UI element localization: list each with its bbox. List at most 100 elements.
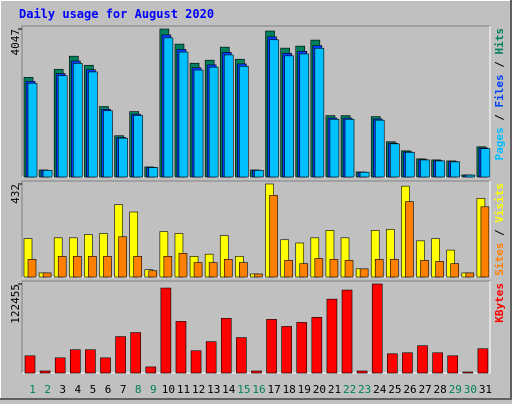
x-tick-label: 29	[449, 383, 462, 396]
y-tick-label: 4047	[9, 29, 22, 56]
legend-separator: /	[493, 223, 506, 243]
bar	[432, 352, 443, 374]
bar	[417, 345, 428, 374]
bar	[178, 51, 189, 178]
x-tick-label: 6	[105, 383, 112, 396]
bar	[239, 65, 249, 178]
bar	[88, 256, 97, 278]
bar	[299, 263, 309, 278]
bar	[118, 236, 127, 278]
bar	[254, 273, 263, 278]
bar	[405, 152, 415, 178]
x-tick-label: 1	[29, 383, 36, 396]
bar	[387, 353, 398, 374]
y-tick-label: 432	[9, 184, 22, 204]
bar	[480, 148, 491, 178]
bar	[344, 260, 354, 278]
x-tick-label: 3	[59, 383, 66, 396]
x-tick-label: 26	[403, 383, 416, 396]
x-tick-label: 5	[90, 383, 97, 396]
bar	[371, 283, 383, 374]
x-tick-label: 13	[207, 383, 220, 396]
bar	[175, 321, 187, 374]
bar	[374, 119, 385, 178]
bar	[42, 170, 53, 178]
y-tick-label: 122455	[9, 284, 22, 324]
bar	[27, 259, 37, 278]
bar	[420, 260, 429, 278]
bar	[72, 256, 82, 278]
bar	[447, 355, 459, 374]
x-tick-label: 22	[343, 383, 356, 396]
legend: KBytes	[493, 283, 506, 323]
bar	[251, 370, 262, 374]
legend-entry: Hits	[493, 28, 506, 55]
bar	[356, 370, 368, 374]
bar	[57, 75, 68, 178]
bar	[208, 66, 219, 178]
bar	[118, 137, 128, 178]
bar	[205, 341, 217, 374]
bar	[69, 349, 81, 374]
x-tick-label: 4	[75, 383, 82, 396]
bar	[223, 54, 234, 178]
bar	[281, 326, 292, 374]
x-tick-label: 2	[44, 383, 51, 396]
bar	[130, 332, 141, 374]
bar	[254, 170, 264, 178]
bar	[450, 263, 460, 278]
bar	[148, 270, 158, 278]
legend-separator: /	[493, 55, 506, 75]
bar	[103, 256, 112, 278]
bar	[163, 256, 173, 278]
legend-entry: Pages	[493, 127, 506, 160]
bar	[435, 261, 444, 278]
bar	[465, 174, 476, 178]
bar	[57, 256, 67, 278]
bar	[329, 259, 339, 278]
bar	[178, 253, 188, 278]
bar	[100, 357, 111, 374]
bar	[27, 82, 38, 178]
bar	[341, 289, 353, 374]
x-tick-label: 25	[388, 383, 401, 396]
legend-entry: Files	[493, 74, 506, 107]
bar	[148, 167, 159, 178]
x-tick-label: 8	[135, 383, 142, 396]
x-tick-label: 9	[150, 383, 157, 396]
bar	[266, 319, 277, 374]
bar	[42, 272, 52, 278]
bar	[163, 37, 174, 178]
bar	[465, 272, 475, 278]
bar	[239, 262, 248, 278]
bar	[39, 370, 51, 374]
bar	[435, 160, 445, 178]
x-tick-label: 15	[237, 383, 250, 396]
legend-separator: /	[493, 108, 506, 128]
bar	[284, 260, 293, 278]
legend-entry: Visits	[493, 183, 506, 223]
x-tick-label: 12	[192, 383, 205, 396]
bar	[480, 206, 490, 278]
legend: Sites / Visits	[493, 183, 506, 276]
bar	[223, 259, 233, 278]
bar	[236, 337, 247, 374]
bar	[296, 322, 308, 374]
bar	[314, 258, 324, 278]
bar	[160, 287, 172, 374]
bar	[450, 161, 461, 178]
x-tick-label: 14	[222, 383, 236, 396]
bar	[390, 143, 400, 178]
x-tick-label: 27	[418, 383, 431, 396]
bar	[344, 118, 355, 178]
bar	[85, 349, 96, 374]
bar	[462, 371, 474, 374]
bar	[359, 171, 370, 178]
x-tick-label: 20	[313, 383, 326, 396]
bar	[311, 317, 323, 374]
x-tick-label: 18	[283, 383, 296, 396]
bar	[193, 69, 204, 178]
bar	[103, 110, 113, 178]
